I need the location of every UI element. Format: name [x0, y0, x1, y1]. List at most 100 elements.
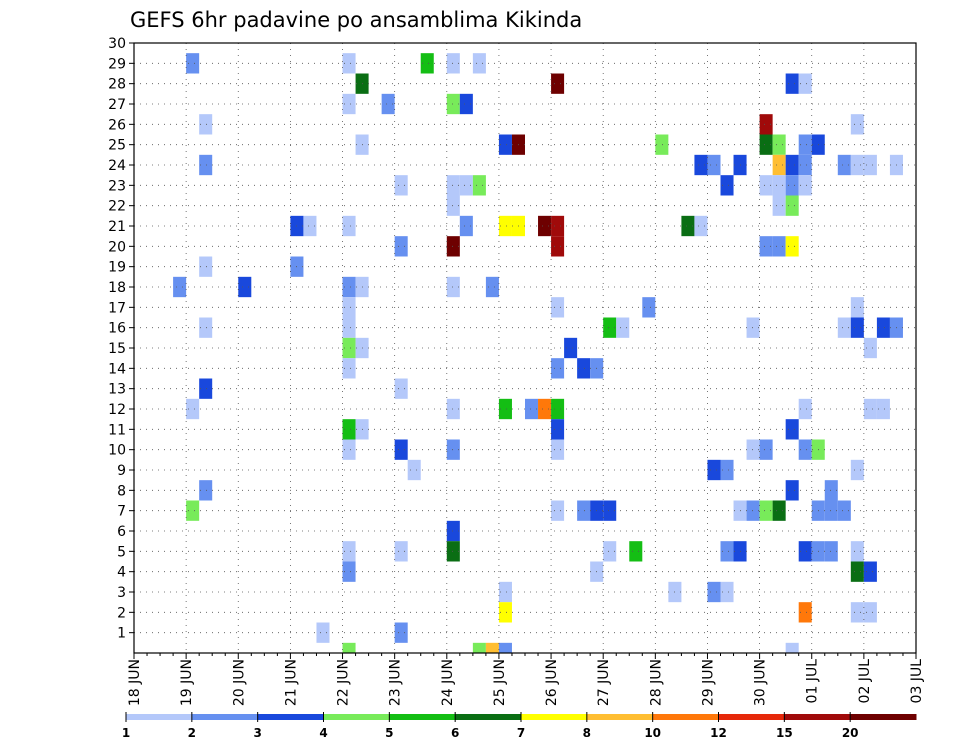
- precip-cell: [850, 297, 864, 318]
- precip-cell: [603, 500, 617, 521]
- precip-cell: [551, 297, 565, 318]
- precip-cell: [472, 642, 486, 653]
- colorbar-label: 8: [583, 726, 591, 740]
- y-tick-label: 28: [108, 77, 126, 93]
- precip-cell: [772, 195, 786, 216]
- precip-cell: [694, 215, 708, 237]
- y-tick-label: 17: [108, 300, 126, 316]
- colorbar-swatch: [126, 714, 193, 720]
- x-tick-label: 19 JUN: [179, 659, 195, 706]
- precip-cell: [850, 561, 864, 582]
- precip-cell: [342, 93, 356, 115]
- colorbar-label: 15: [776, 726, 793, 740]
- precip-cell: [407, 459, 421, 481]
- precip-cell: [603, 317, 617, 338]
- y-tick-label: 29: [108, 56, 126, 72]
- precip-cell: [837, 317, 851, 338]
- precip-cell: [798, 541, 812, 562]
- y-tick-label: 26: [108, 117, 126, 133]
- precip-cell: [459, 175, 473, 196]
- y-tick-label: 6: [117, 524, 126, 540]
- precip-cell: [342, 358, 356, 379]
- colorbar-label: 7: [517, 726, 525, 740]
- colorbar-swatch: [323, 714, 390, 720]
- precip-cell: [616, 317, 630, 338]
- precip-cell: [446, 175, 460, 196]
- precip-cell: [759, 134, 773, 155]
- colorbar-label: 4: [319, 726, 327, 740]
- precip-cell: [342, 561, 356, 582]
- precip-cell: [876, 317, 890, 338]
- precip-cell: [759, 439, 773, 460]
- precip-cell: [342, 53, 356, 74]
- x-tick-label: 27 JUN: [596, 659, 612, 706]
- precip-cell: [485, 642, 499, 653]
- y-tick-label: 14: [108, 361, 126, 377]
- y-tick-label: 10: [108, 443, 126, 459]
- precip-cell: [785, 236, 799, 257]
- precip-cell: [303, 215, 317, 237]
- precip-cell: [720, 541, 734, 562]
- precip-cell: [707, 459, 721, 481]
- precip-cell: [772, 134, 786, 155]
- y-tick-label: 2: [117, 605, 126, 621]
- precip-cell: [837, 500, 851, 521]
- precip-cell: [863, 337, 877, 359]
- y-tick-label: 7: [117, 504, 126, 520]
- precip-cell: [798, 73, 812, 94]
- precip-cell: [850, 541, 864, 562]
- precip-cell: [446, 236, 460, 257]
- precip-cell: [199, 256, 213, 277]
- x-axis: 18 JUN 19 JUN 20 JUN 21 JUN 22 JUN 23 JUN 24 J…: [127, 653, 925, 706]
- precip-cell: [498, 642, 512, 653]
- colorbar-swatch: [389, 714, 456, 720]
- y-tick-label: 19: [108, 260, 126, 276]
- precip-cell: [785, 480, 799, 501]
- precip-cell: [551, 439, 565, 460]
- y-tick-label: 1: [117, 626, 126, 642]
- precip-cell: [772, 154, 786, 176]
- colorbar-label: 10: [644, 726, 661, 740]
- x-tick-label: 26 JUN: [544, 659, 560, 706]
- y-tick-label: 24: [108, 158, 126, 174]
- precip-cell: [863, 602, 877, 623]
- precip-cell: [655, 134, 669, 155]
- colorbar-label: 1: [122, 726, 130, 740]
- precip-cell: [785, 419, 799, 440]
- y-tick-label: 18: [108, 280, 126, 296]
- y-tick-label: 12: [108, 402, 126, 418]
- precip-cell: [551, 236, 565, 257]
- y-tick-label: 25: [108, 138, 126, 154]
- precip-cell: [186, 53, 200, 74]
- y-tick-label: 3: [117, 585, 126, 601]
- precip-cell: [785, 642, 799, 653]
- y-axis: 1234567891011121314151617181920212223242…: [108, 36, 134, 642]
- precip-cell: [759, 500, 773, 521]
- precip-cell: [538, 215, 552, 237]
- y-tick-label: 4: [117, 565, 126, 581]
- precip-cell: [551, 215, 565, 237]
- y-tick-label: 27: [108, 97, 126, 113]
- precip-cell: [186, 398, 200, 420]
- y-tick-label: 21: [108, 219, 126, 235]
- precip-cell: [446, 93, 460, 115]
- precip-cell: [551, 358, 565, 379]
- precip-cell: [772, 175, 786, 196]
- precip-cell: [525, 398, 539, 420]
- precipitation-cells: [173, 53, 903, 653]
- precip-cell: [420, 53, 434, 74]
- x-tick-label: 29 JUN: [700, 659, 716, 706]
- precip-cell: [173, 276, 187, 298]
- precip-cell: [551, 500, 565, 521]
- precip-cell: [551, 398, 565, 420]
- precip-cell: [446, 520, 460, 542]
- x-tick-label: 02 JUL: [857, 659, 873, 704]
- precip-cell: [798, 134, 812, 155]
- precip-cell: [759, 175, 773, 196]
- y-tick-label: 9: [117, 463, 126, 479]
- precip-cell: [394, 378, 408, 399]
- precip-cell: [342, 419, 356, 440]
- precip-cell: [498, 602, 512, 623]
- precip-cell: [785, 154, 799, 176]
